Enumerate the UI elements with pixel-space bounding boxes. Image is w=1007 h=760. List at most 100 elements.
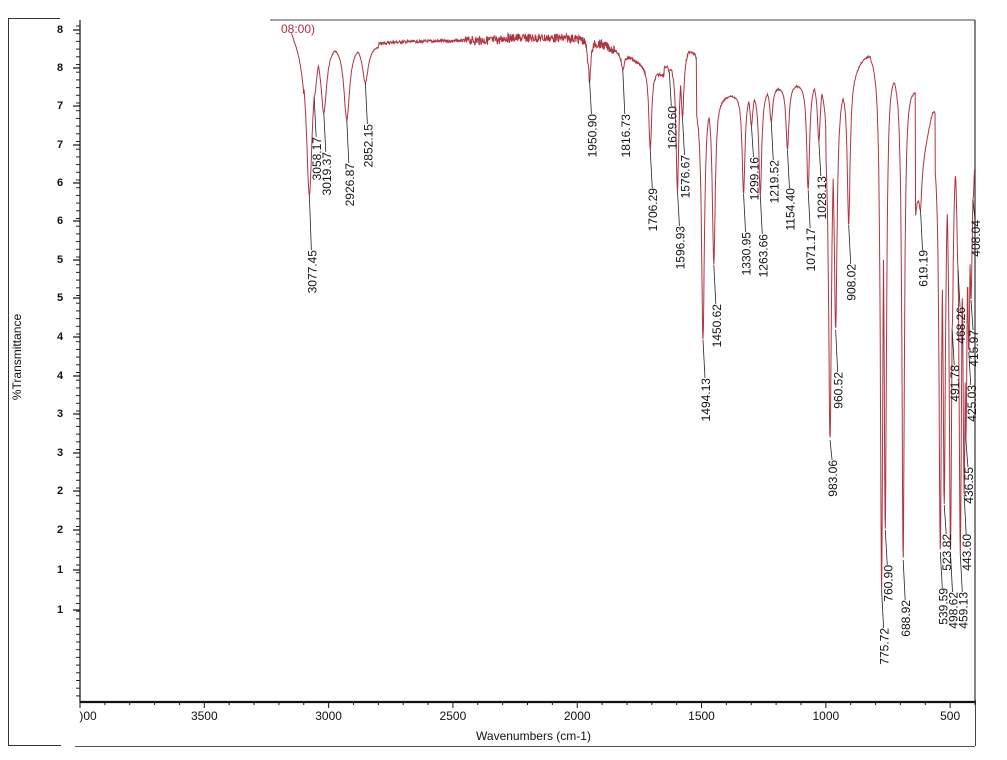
y-tick-label: 7 — [57, 139, 64, 151]
spectrum-line — [290, 31, 975, 590]
peak-leader — [759, 195, 763, 235]
peak-label: 459.13 — [956, 592, 970, 629]
peak-label: 1219.52 — [767, 160, 781, 204]
peak-leader — [829, 439, 833, 461]
y-axis-label: %Transmittance — [10, 313, 24, 401]
peak-leader — [323, 112, 327, 153]
x-tick-label: 1500 — [688, 709, 715, 723]
peak-leader — [751, 125, 754, 158]
peak-label: 960.52 — [832, 372, 846, 409]
peak-label: 436.55 — [962, 467, 976, 504]
peak-label: 3058.17 — [310, 137, 324, 181]
peak-leader — [743, 193, 746, 233]
y-tick-label: 4 — [57, 331, 64, 343]
page-frame-bottom — [75, 746, 975, 747]
peak-leader — [972, 199, 976, 221]
peak-leader — [884, 529, 888, 566]
peak-leader — [682, 116, 685, 156]
peak-leader — [702, 339, 706, 379]
spectrum-trace — [290, 31, 975, 590]
peak-label: 1154.40 — [783, 188, 797, 231]
peak-label: 1576.67 — [678, 155, 692, 199]
page-frame-bottom-left — [8, 745, 61, 746]
x-axis-label: Wavenumbers (cm-1) — [476, 729, 591, 743]
peak-label: 1071.17 — [804, 228, 818, 272]
peak-label: 443.60 — [960, 534, 974, 571]
peak-label: 688.92 — [899, 600, 913, 637]
peak-leader — [963, 494, 967, 535]
x-tick-label: 2000 — [563, 709, 591, 723]
y-tick-label: 3 — [57, 447, 64, 459]
y-tick-label: 3 — [57, 408, 64, 420]
peak-label: 415.97 — [967, 330, 981, 367]
peak-leader — [346, 119, 350, 164]
peak-leader — [881, 589, 884, 629]
peak-leader — [770, 121, 774, 161]
peak-label: 760.90 — [881, 565, 895, 602]
y-tick-label: 2 — [57, 524, 64, 536]
peak-leader — [920, 209, 923, 251]
peak-label: 1299.16 — [747, 157, 761, 201]
peak-label: 1263.66 — [756, 234, 770, 278]
peak-label: 1706.29 — [646, 188, 660, 232]
x-tick-label: 3000 — [315, 709, 342, 723]
peak-leader — [713, 264, 717, 305]
y-tick-label: 6 — [57, 177, 64, 189]
peak-leader — [848, 224, 852, 265]
peak-leader — [787, 149, 790, 189]
peak-label: 1596.93 — [673, 226, 687, 270]
peak-label: 3077.45 — [305, 250, 319, 294]
peak-leader — [970, 299, 974, 331]
x-tick-label: )00 — [79, 709, 97, 723]
x-tick-label: 2500 — [439, 709, 467, 723]
peak-leader — [622, 69, 626, 115]
x-tick-label: 3500 — [190, 709, 218, 723]
peak-label: 539.59 — [936, 588, 950, 625]
y-tick-label: 8 — [57, 62, 64, 74]
peak-label: 1950.90 — [585, 114, 599, 158]
page-frame-top — [8, 18, 60, 19]
peak-leader — [308, 194, 312, 251]
y-tick-label: 4 — [57, 370, 64, 382]
peak-label: 1629.60 — [665, 106, 679, 150]
peak-leader — [649, 149, 653, 189]
page-frame-left — [8, 18, 9, 745]
peak-label: 1816.73 — [619, 114, 633, 158]
y-tick-label: 1 — [57, 564, 64, 576]
peak-leader — [939, 551, 943, 589]
peak-label: 619.19 — [917, 250, 931, 287]
peak-label: 1028.13 — [815, 176, 829, 220]
peak-leader — [364, 82, 368, 125]
peak-label: 2926.87 — [343, 163, 357, 207]
peak-leader — [965, 439, 969, 468]
header-fragment: 08:00) — [281, 22, 316, 36]
peak-label: 468.26 — [954, 307, 968, 344]
peak-label: 1450.62 — [710, 304, 724, 348]
peak-leader — [589, 78, 592, 115]
peak-label: 2852.15 — [361, 124, 375, 168]
peak-label: 1494.13 — [699, 378, 713, 422]
peak-leader — [968, 351, 972, 386]
y-tick-label: 8 — [57, 24, 64, 36]
y-tick-label: 6 — [57, 215, 64, 227]
peak-leader-lines — [308, 69, 976, 629]
peak-label: 908.02 — [845, 264, 859, 301]
peak-label: 523.82 — [940, 534, 954, 571]
x-tick-label: 1000 — [812, 709, 840, 723]
peak-leader — [818, 140, 822, 177]
peak-label: 1330.95 — [740, 232, 754, 276]
y-tick-label: 5 — [57, 292, 64, 304]
peak-label: 775.72 — [878, 628, 892, 665]
y-tick-label: 2 — [57, 485, 64, 497]
peak-label: 408.04 — [969, 220, 983, 257]
peak-leader — [902, 559, 906, 601]
peak-leader — [959, 554, 963, 593]
peak-leader — [835, 329, 839, 373]
y-tick-label: 1 — [57, 604, 64, 616]
peak-leader — [957, 269, 961, 308]
page-frame-right — [975, 700, 976, 746]
peak-leader — [950, 552, 953, 593]
plot-axes — [73, 19, 976, 708]
